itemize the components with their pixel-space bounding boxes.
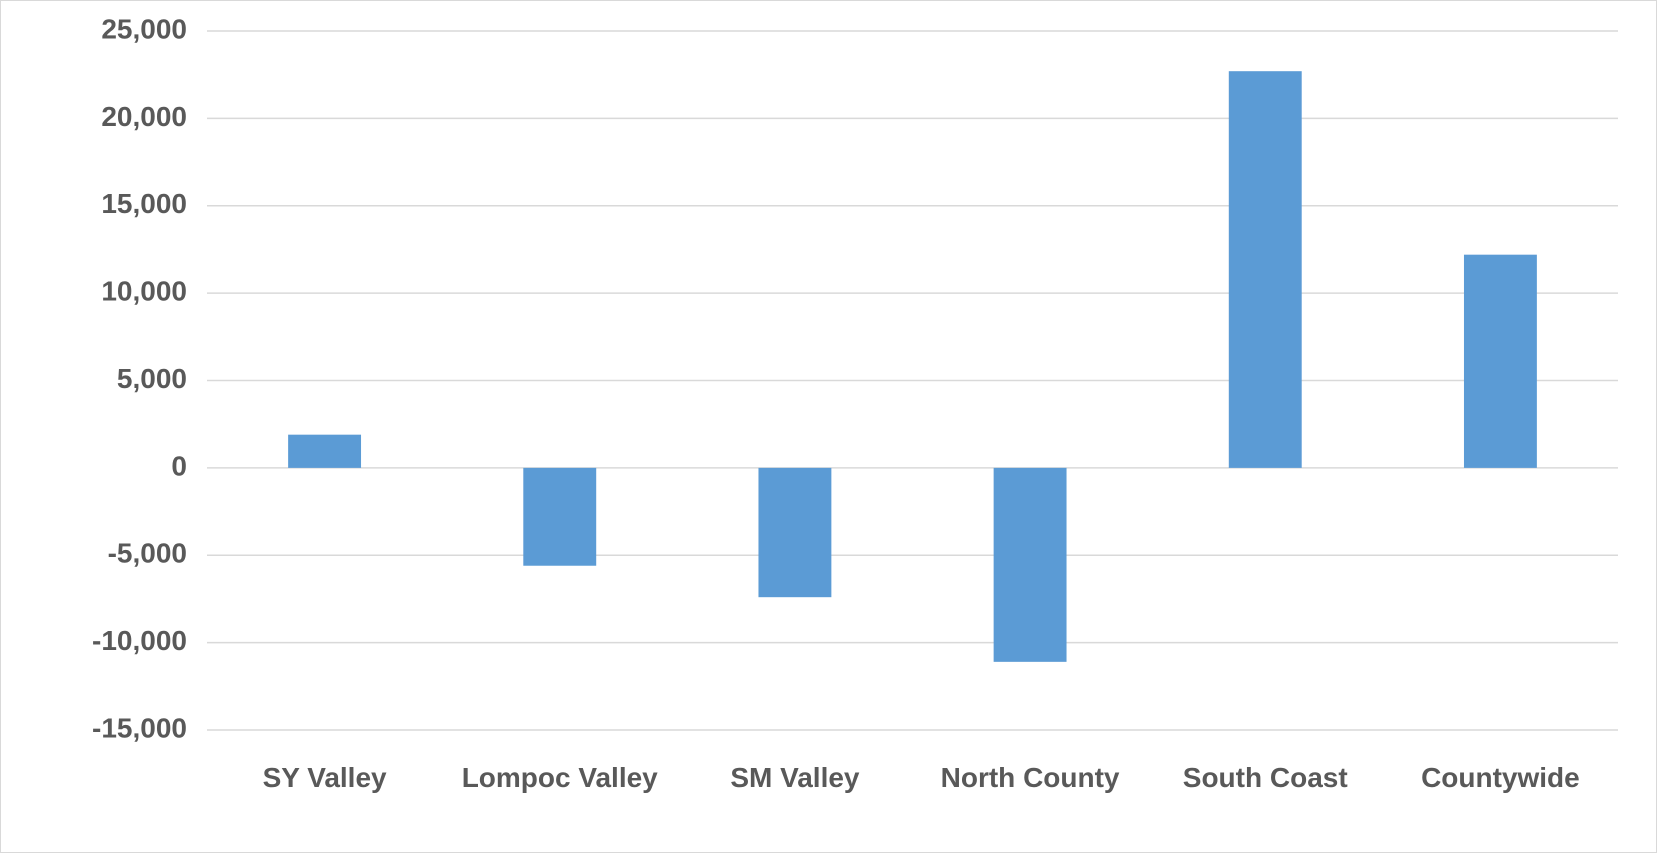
y-tick-label: 0: [171, 450, 187, 481]
x-tick-label: Lompoc Valley: [461, 762, 658, 793]
bar: [1463, 254, 1537, 468]
y-tick-label: -10,000: [92, 625, 187, 656]
y-tick-label: -15,000: [92, 712, 187, 743]
x-tick-label: SM Valley: [730, 762, 860, 793]
y-tick-label: 15,000: [101, 188, 187, 219]
bar: [1228, 71, 1302, 468]
bar: [993, 467, 1067, 662]
bar: [523, 467, 597, 566]
x-tick-label: Countywide: [1421, 762, 1580, 793]
y-tick-label: -5,000: [108, 538, 187, 569]
y-tick-label: 25,000: [101, 13, 187, 44]
bar: [288, 434, 362, 468]
x-tick-label: SY Valley: [262, 762, 387, 793]
x-tick-label: South Coast: [1182, 762, 1348, 793]
x-tick-label: North County: [940, 762, 1120, 793]
y-tick-label: 10,000: [101, 276, 187, 307]
bar: [758, 467, 832, 598]
y-tick-label: 20,000: [101, 101, 187, 132]
y-tick-label: 5,000: [117, 363, 187, 394]
